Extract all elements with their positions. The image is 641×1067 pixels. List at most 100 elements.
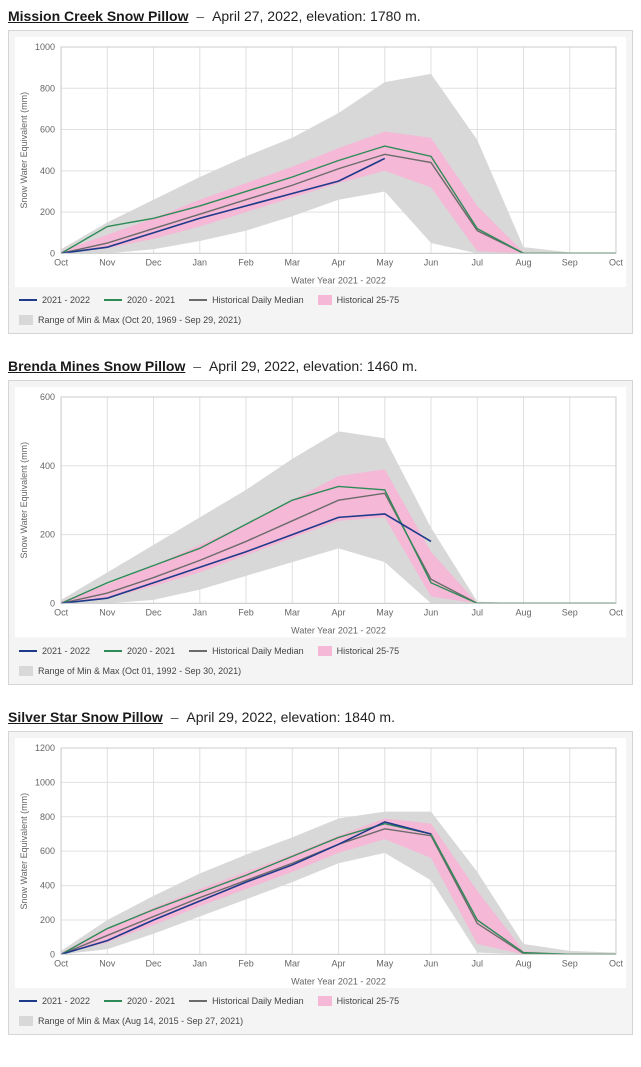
legend-swatch: [104, 299, 122, 301]
svg-text:Jun: Jun: [424, 257, 439, 267]
chart-title-link[interactable]: Brenda Mines Snow Pillow: [8, 358, 185, 374]
svg-text:Dec: Dec: [146, 958, 163, 968]
svg-text:Oct: Oct: [609, 608, 624, 618]
svg-text:Jan: Jan: [193, 608, 208, 618]
legend-prior: 2020 - 2021: [104, 295, 175, 305]
legend-current: 2021 - 2022: [19, 646, 90, 656]
chart-block-silver-star: Silver Star Snow Pillow – April 29, 2022…: [8, 709, 633, 1035]
svg-text:200: 200: [40, 207, 55, 217]
chart-title: Silver Star Snow Pillow – April 29, 2022…: [8, 709, 633, 725]
svg-text:Apr: Apr: [332, 608, 346, 618]
svg-text:May: May: [376, 608, 394, 618]
legend-range: Range of Min & Max (Aug 14, 2015 - Sep 2…: [19, 1016, 243, 1026]
chart-block-brenda-mines: Brenda Mines Snow Pillow – April 29, 202…: [8, 358, 633, 684]
svg-text:1000: 1000: [35, 42, 55, 52]
svg-text:Feb: Feb: [238, 257, 254, 267]
svg-text:200: 200: [40, 530, 55, 540]
svg-text:400: 400: [40, 166, 55, 176]
legend-label: Historical Daily Median: [212, 295, 304, 305]
legend-range: Range of Min & Max (Oct 20, 1969 - Sep 2…: [19, 315, 241, 325]
legend-label: 2021 - 2022: [42, 295, 90, 305]
svg-text:Jul: Jul: [471, 257, 483, 267]
legend-swatch: [19, 315, 33, 325]
legend-label: 2020 - 2021: [127, 996, 175, 1006]
svg-text:Apr: Apr: [332, 958, 346, 968]
legend-swatch: [19, 1000, 37, 1002]
svg-text:Oct: Oct: [54, 608, 69, 618]
chart-title-meta: April 29, 2022, elevation: 1460 m.: [209, 358, 418, 374]
svg-text:Aug: Aug: [515, 608, 531, 618]
legend-label: Historical Daily Median: [212, 996, 304, 1006]
legend-label: Historical 25-75: [337, 996, 400, 1006]
svg-text:May: May: [376, 257, 394, 267]
svg-text:1200: 1200: [35, 743, 55, 753]
legend-swatch: [189, 1000, 207, 1002]
svg-text:Aug: Aug: [515, 257, 531, 267]
legend-label: Historical 25-75: [337, 295, 400, 305]
svg-text:Dec: Dec: [146, 257, 163, 267]
svg-text:Nov: Nov: [99, 257, 116, 267]
svg-text:Mar: Mar: [285, 608, 301, 618]
svg-text:Feb: Feb: [238, 608, 254, 618]
svg-text:800: 800: [40, 812, 55, 822]
legend-label: 2020 - 2021: [127, 646, 175, 656]
legend-swatch: [19, 299, 37, 301]
legend-swatch: [189, 650, 207, 652]
svg-text:Aug: Aug: [515, 958, 531, 968]
chart-title-link[interactable]: Silver Star Snow Pillow: [8, 709, 163, 725]
legend-label: Range of Min & Max (Oct 20, 1969 - Sep 2…: [38, 315, 241, 325]
svg-text:600: 600: [40, 392, 55, 402]
legend-swatch: [19, 650, 37, 652]
svg-text:1000: 1000: [35, 777, 55, 787]
legend-label: 2021 - 2022: [42, 996, 90, 1006]
legend-prior: 2020 - 2021: [104, 646, 175, 656]
svg-text:Water Year 2021 - 2022: Water Year 2021 - 2022: [291, 626, 386, 636]
legend-swatch: [104, 650, 122, 652]
svg-text:Jan: Jan: [193, 257, 208, 267]
legend-p2575: Historical 25-75: [318, 996, 400, 1006]
legend-current: 2021 - 2022: [19, 996, 90, 1006]
legend-swatch: [19, 1016, 33, 1026]
svg-text:Oct: Oct: [609, 958, 624, 968]
legend-swatch: [318, 996, 332, 1006]
legend-label: Historical 25-75: [337, 646, 400, 656]
chart-block-mission-creek: Mission Creek Snow Pillow – April 27, 20…: [8, 8, 633, 334]
legend-swatch: [318, 295, 332, 305]
chart-frame: 02004006008001000OctNovDecJanFebMarAprMa…: [8, 30, 633, 334]
svg-text:800: 800: [40, 83, 55, 93]
svg-text:400: 400: [40, 880, 55, 890]
svg-text:Dec: Dec: [146, 608, 163, 618]
svg-text:600: 600: [40, 125, 55, 135]
svg-text:600: 600: [40, 846, 55, 856]
svg-text:Water Year 2021 - 2022: Water Year 2021 - 2022: [291, 275, 386, 285]
chart-title-link[interactable]: Mission Creek Snow Pillow: [8, 8, 188, 24]
svg-text:May: May: [376, 958, 394, 968]
svg-text:200: 200: [40, 915, 55, 925]
legend-swatch: [19, 666, 33, 676]
svg-text:Feb: Feb: [238, 958, 254, 968]
svg-text:Nov: Nov: [99, 958, 116, 968]
legend-p2575: Historical 25-75: [318, 295, 400, 305]
legend-p2575: Historical 25-75: [318, 646, 400, 656]
svg-text:Jul: Jul: [471, 958, 483, 968]
legend-prior: 2020 - 2021: [104, 996, 175, 1006]
legend-current: 2021 - 2022: [19, 295, 90, 305]
chart-frame: 020040060080010001200OctNovDecJanFebMarA…: [8, 731, 633, 1035]
svg-text:Mar: Mar: [285, 257, 301, 267]
legend-label: Range of Min & Max (Aug 14, 2015 - Sep 2…: [38, 1016, 243, 1026]
chart-title-meta: April 27, 2022, elevation: 1780 m.: [212, 8, 421, 24]
legend-swatch: [318, 646, 332, 656]
legend-label: 2021 - 2022: [42, 646, 90, 656]
svg-text:Apr: Apr: [332, 257, 346, 267]
legend-median: Historical Daily Median: [189, 996, 304, 1006]
svg-text:Snow Water Equivalent (mm): Snow Water Equivalent (mm): [19, 92, 29, 209]
svg-text:Mar: Mar: [285, 958, 301, 968]
chart-title-meta: April 29, 2022, elevation: 1840 m.: [186, 709, 395, 725]
chart-title: Brenda Mines Snow Pillow – April 29, 202…: [8, 358, 633, 374]
svg-text:Oct: Oct: [609, 257, 624, 267]
legend-swatch: [189, 299, 207, 301]
svg-text:Jun: Jun: [424, 958, 439, 968]
svg-text:Jul: Jul: [471, 608, 483, 618]
chart-legend: 2021 - 2022 2020 - 2021 Historical Daily M…: [15, 988, 626, 1028]
chart-legend: 2021 - 20222020 - 2021Historical Daily M…: [15, 638, 626, 678]
